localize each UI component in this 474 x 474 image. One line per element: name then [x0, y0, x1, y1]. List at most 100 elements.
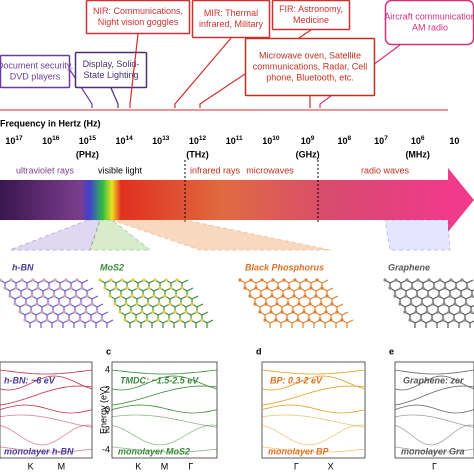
tick-exp: 10	[272, 135, 280, 142]
atom	[274, 318, 278, 322]
atom	[448, 294, 452, 298]
atom	[13, 302, 17, 306]
atom	[184, 310, 188, 314]
tick-exp: 15	[89, 135, 97, 142]
tick-label: 107	[374, 135, 388, 147]
tick-unit: (GHz)	[296, 149, 320, 159]
band-curve	[0, 424, 93, 446]
tick-base: 10	[5, 136, 15, 146]
panel-letter: d	[256, 346, 262, 356]
material-label: MoS2	[100, 262, 124, 272]
tick-exp: 6	[421, 135, 425, 142]
atom	[156, 318, 160, 322]
atom	[118, 310, 122, 314]
plot-frame	[394, 361, 474, 459]
band-curve	[0, 446, 93, 453]
atom	[114, 286, 118, 290]
lattice-bond	[146, 319, 159, 328]
atom	[394, 278, 398, 282]
tick-exp: 7	[384, 135, 388, 142]
atom	[136, 286, 140, 290]
atom	[9, 278, 13, 282]
band-curve	[394, 446, 474, 453]
lattice-bond	[442, 319, 455, 328]
atom	[465, 286, 469, 290]
atom	[291, 310, 295, 314]
atom	[175, 278, 179, 282]
atom	[298, 286, 302, 290]
atom	[79, 302, 83, 306]
region-label: radio waves	[361, 165, 410, 175]
atom	[442, 302, 446, 306]
atom	[168, 302, 172, 306]
lattice-bond	[190, 319, 203, 328]
lattice-bond	[297, 319, 310, 328]
atom	[8, 294, 12, 298]
tick-unit: (THz)	[186, 149, 209, 159]
k-point: Γ	[294, 461, 299, 471]
box-text: State Lighting	[83, 70, 138, 80]
band-curve	[0, 414, 93, 428]
atom	[436, 310, 440, 314]
atom	[78, 318, 82, 322]
k-point: X	[328, 461, 334, 471]
region-label: ultraviolet rays	[16, 165, 75, 175]
tick-base: 10	[374, 136, 384, 146]
atom	[20, 278, 24, 282]
atom	[162, 310, 166, 314]
atom	[113, 302, 117, 306]
band-curve	[394, 369, 474, 375]
panel-header: BP: 0.3-2 eV	[270, 375, 323, 385]
atom	[269, 310, 273, 314]
atom	[293, 278, 297, 282]
atom	[98, 278, 102, 282]
tick-label: 1017	[5, 135, 23, 147]
atom	[459, 294, 463, 298]
region-label: visible light	[98, 165, 143, 175]
atom	[42, 278, 46, 282]
tick-exp: 14	[125, 135, 133, 142]
atom	[167, 318, 171, 322]
atom	[441, 318, 445, 322]
lattice-bond	[57, 319, 70, 328]
atom	[190, 302, 194, 306]
atom	[238, 278, 242, 282]
k-point: Γ	[432, 461, 437, 471]
lattices	[0, 278, 474, 328]
axis-title: Frequency in Hertz (Hz)	[0, 118, 101, 128]
atom	[40, 310, 44, 314]
tick-label: 1014	[115, 135, 133, 147]
atom	[36, 286, 40, 290]
atom	[135, 302, 139, 306]
box-text: Medicine	[293, 15, 329, 25]
region-label: infrared rays	[190, 165, 241, 175]
box-text: phone, Bluetooth, etc.	[266, 72, 354, 82]
atom	[340, 318, 344, 322]
atom	[447, 310, 451, 314]
atom	[315, 278, 319, 282]
atom	[460, 278, 464, 282]
atom	[147, 286, 151, 290]
band-curve	[261, 424, 366, 446]
energy-axis-label: Energy (eV)	[98, 386, 108, 434]
connector	[129, 33, 139, 108]
atom	[383, 278, 387, 282]
atom	[31, 278, 35, 282]
atom	[421, 286, 425, 290]
tick-exp: 12	[199, 135, 207, 142]
band-curve	[111, 446, 218, 453]
atom	[19, 294, 23, 298]
atom	[179, 302, 183, 306]
atom	[285, 318, 289, 322]
band-curve	[394, 414, 474, 428]
lattice-bond	[319, 319, 332, 328]
atom	[404, 294, 408, 298]
atom	[453, 302, 457, 306]
atom	[420, 302, 424, 306]
lattice-bond	[124, 319, 137, 328]
atom	[265, 286, 269, 290]
lattice-bond	[90, 319, 103, 328]
atom	[124, 302, 128, 306]
annotation-box	[74, 51, 148, 89]
atom	[314, 294, 318, 298]
